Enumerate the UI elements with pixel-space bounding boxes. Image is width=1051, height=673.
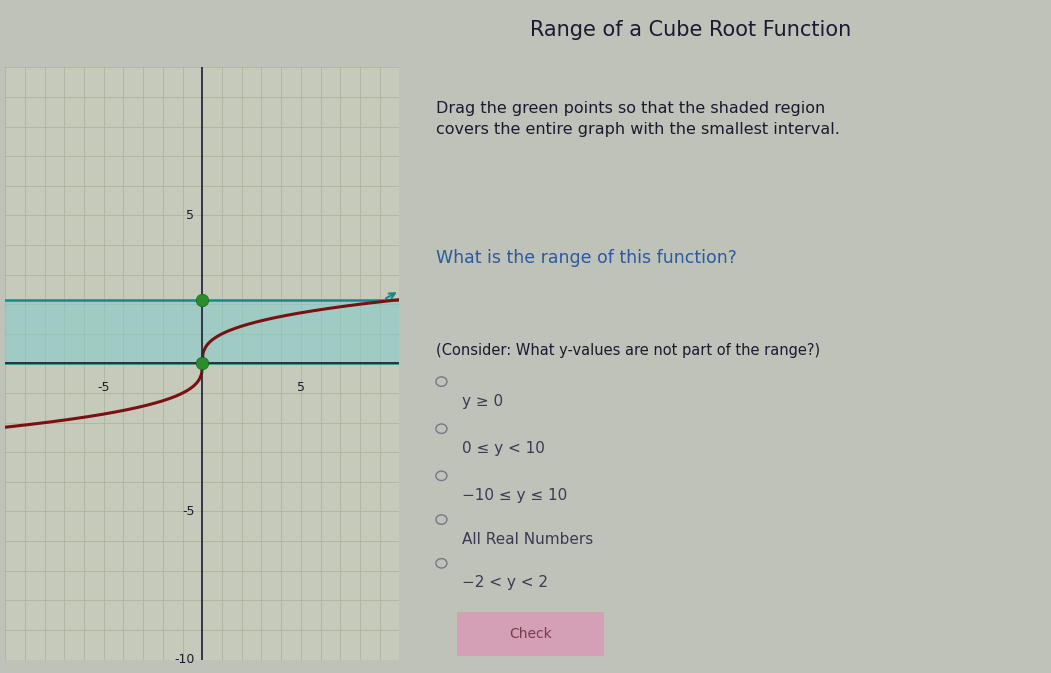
Text: y ≥ 0: y ≥ 0: [462, 394, 503, 409]
Text: 0 ≤ y < 10: 0 ≤ y < 10: [462, 441, 545, 456]
Text: -5: -5: [98, 381, 110, 394]
Text: -5: -5: [182, 505, 194, 518]
Text: All Real Numbers: All Real Numbers: [462, 532, 594, 546]
Text: What is the range of this function?: What is the range of this function?: [436, 249, 737, 267]
Text: −10 ≤ y ≤ 10: −10 ≤ y ≤ 10: [462, 488, 568, 503]
Text: (Consider: What y-values are not part of the range?): (Consider: What y-values are not part of…: [436, 343, 820, 358]
Text: Drag the green points so that the shaded region
covers the entire graph with the: Drag the green points so that the shaded…: [436, 101, 840, 137]
Text: −2 < y < 2: −2 < y < 2: [462, 575, 549, 590]
Text: Check: Check: [510, 627, 552, 641]
Text: 5: 5: [186, 209, 194, 222]
Text: 5: 5: [296, 381, 305, 394]
Bar: [5, 299, 399, 363]
Text: -10: -10: [174, 653, 194, 666]
Text: Range of a Cube Root Function: Range of a Cube Root Function: [531, 20, 851, 40]
